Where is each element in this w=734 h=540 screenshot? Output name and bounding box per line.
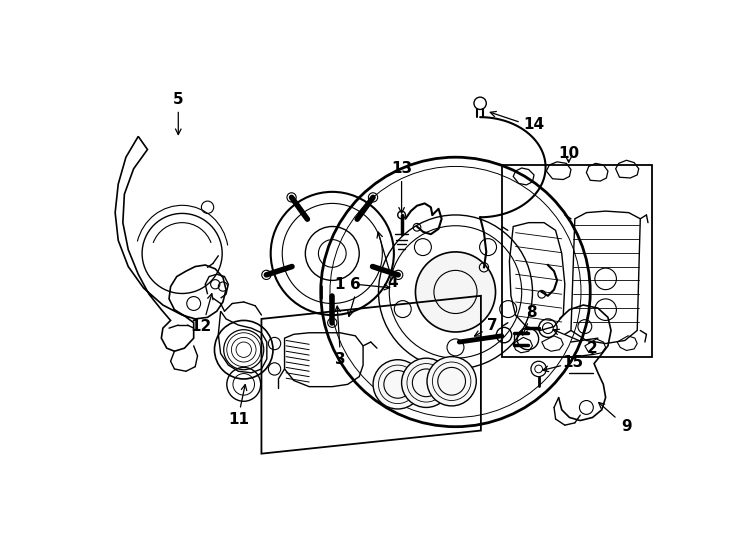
Text: 3: 3 (335, 352, 345, 367)
Text: 5: 5 (173, 92, 184, 107)
Text: 4: 4 (387, 275, 398, 290)
Circle shape (401, 358, 451, 408)
Circle shape (427, 356, 476, 406)
Text: 1: 1 (335, 276, 345, 292)
Text: 6: 6 (350, 276, 360, 292)
Text: 10: 10 (558, 146, 579, 161)
Text: 7: 7 (487, 318, 498, 333)
Text: 8: 8 (526, 305, 537, 320)
Text: 9: 9 (621, 419, 632, 434)
Circle shape (415, 252, 495, 332)
Text: 11: 11 (228, 411, 249, 427)
Text: 14: 14 (523, 117, 545, 132)
Text: 13: 13 (391, 161, 413, 176)
Text: 15: 15 (562, 355, 583, 370)
Bar (501, 165, 652, 357)
Circle shape (373, 360, 422, 409)
Text: 12: 12 (191, 319, 212, 334)
Text: 2: 2 (587, 341, 598, 356)
